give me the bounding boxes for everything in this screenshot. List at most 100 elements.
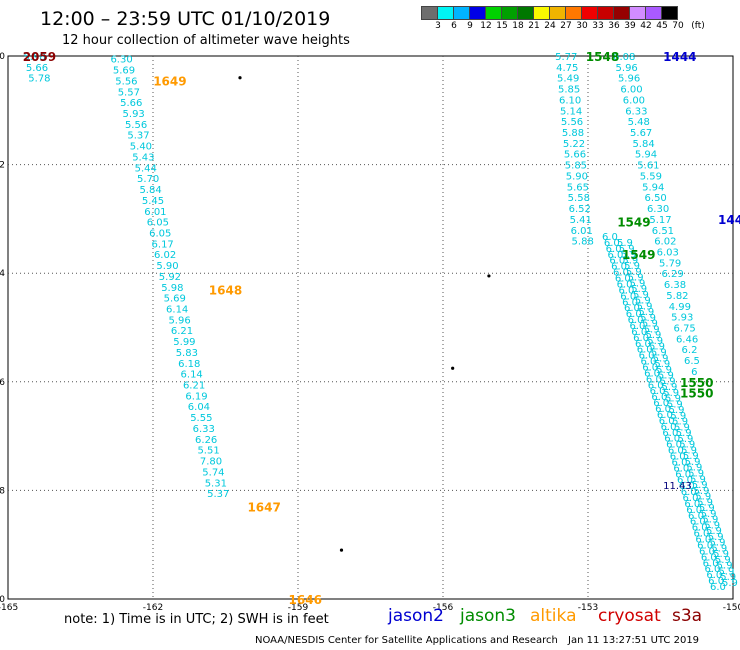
- dense-track-mark: 6.0: [618, 285, 634, 296]
- color-scale-label: 36: [608, 21, 620, 31]
- color-swatch: [661, 6, 678, 20]
- dense-track-mark: 5.9: [702, 515, 718, 526]
- dense-track-mark: 6.0: [607, 250, 623, 261]
- dense-track-mark: 6.0: [699, 546, 715, 557]
- y-tick-label: -4: [0, 269, 5, 279]
- dense-track-mark: 6.0: [677, 475, 693, 486]
- swh-value: 5.66: [26, 63, 48, 74]
- swh-value: 6.29: [661, 269, 683, 280]
- dense-track-mark: 6.0: [697, 540, 713, 551]
- swh-value: 4.75: [556, 63, 578, 74]
- pass-time-label: 1549: [617, 216, 650, 230]
- x-tick-label: -150: [723, 603, 740, 613]
- dense-track-mark: 6.0: [642, 363, 658, 374]
- dense-track-mark: 5.9: [711, 543, 727, 554]
- dense-track-mark: 6.0: [695, 535, 711, 546]
- dense-track-mark: 6.0: [604, 238, 620, 249]
- color-scale-label: 42: [640, 21, 652, 31]
- legend-altika: altika: [530, 606, 577, 626]
- color-scale-label: 15: [496, 21, 508, 31]
- dense-track-mark: 5.9: [672, 417, 688, 428]
- dense-track-mark: 6.0: [666, 440, 682, 451]
- dense-track-mark: 5.9: [669, 405, 685, 416]
- swh-value: 6.46: [676, 334, 698, 345]
- swh-value: 5.98: [23, 52, 45, 63]
- color-scale-label: 6: [451, 21, 457, 31]
- swh-value: 5.40: [130, 142, 152, 153]
- swh-value: 6.26: [195, 435, 217, 446]
- dense-track-mark: 5.9: [649, 342, 665, 353]
- dense-track-mark: 5.9: [692, 480, 708, 491]
- swh-value: 6: [691, 367, 697, 378]
- dense-track-mark: 6.0: [602, 232, 618, 243]
- swh-value: 5.79: [659, 258, 681, 269]
- dense-track-mark: 6.0: [662, 428, 678, 439]
- dense-track-mark: 6.0: [670, 451, 686, 462]
- swh-value: 5.37: [207, 489, 229, 500]
- pass-time-label: 2059: [23, 50, 56, 64]
- swh-value: 6.75: [674, 324, 696, 335]
- island-marker: [487, 274, 491, 278]
- dense-track-mark: 5.9: [676, 428, 692, 439]
- color-scale-label: 18: [512, 21, 524, 31]
- dense-track-mark: 5.9: [653, 353, 669, 364]
- swh-value: 5.66: [564, 150, 586, 161]
- dense-track-mark: 6.0: [686, 505, 702, 516]
- legend-s3a: s3a: [672, 606, 703, 626]
- pass-time-label: 1549: [622, 248, 655, 262]
- swh-value: 6.30: [110, 55, 132, 66]
- dense-track-mark: 6.0: [648, 380, 664, 391]
- dense-track-mark: 6.0: [657, 410, 673, 421]
- dense-track-mark: 5.9: [674, 422, 690, 433]
- swh-value: 5.41: [570, 215, 592, 226]
- swh-value: 6.02: [654, 237, 676, 248]
- dense-track-mark: 6.0: [606, 244, 622, 255]
- dense-track-mark: 6.0: [706, 570, 722, 581]
- color-scale-label: 24: [544, 21, 556, 31]
- dense-track-mark: 6.0: [646, 374, 662, 385]
- dense-track-mark: 6.0: [613, 268, 629, 279]
- dense-track-mark: 6.0: [637, 345, 653, 356]
- swh-value: 7.80: [200, 457, 222, 468]
- swh-value: 6.01: [571, 226, 593, 237]
- dense-track-mark: 5.9: [647, 336, 663, 347]
- swh-value: 6.14: [181, 370, 203, 381]
- swh-value: 6.08: [613, 52, 635, 63]
- dense-track-mark: 6.0: [694, 529, 710, 540]
- x-tick-label: -165: [0, 603, 18, 613]
- dense-track-mark: 5.9: [694, 486, 710, 497]
- credit-text: NOAA/NESDIS Center for Satellite Applica…: [255, 635, 558, 646]
- swh-value: 6.00: [620, 85, 642, 96]
- swh-value: 5.70: [137, 174, 159, 185]
- dense-track-mark: 5.9: [706, 526, 722, 537]
- swh-value: 5.85: [558, 85, 580, 96]
- pass-time-label: 1647: [247, 501, 280, 515]
- dense-track-mark: 5.9: [638, 307, 654, 318]
- map-title: 12:00 – 23:59 UTC 01/10/2019: [40, 8, 331, 30]
- swh-value: 5.96: [616, 63, 638, 74]
- dense-track-mark: 5.9: [710, 538, 726, 549]
- x-tick-label: -156: [433, 603, 454, 613]
- x-tick-label: -153: [578, 603, 598, 613]
- dense-track-mark: 6.0: [701, 552, 717, 563]
- swh-value: 5.90: [566, 171, 588, 182]
- dense-track-mark: 6.0: [681, 487, 697, 498]
- dense-track-mark: 5.9: [695, 492, 711, 503]
- dense-track-mark: 5.9: [633, 290, 649, 301]
- dense-track-mark: 5.9: [686, 463, 702, 474]
- swh-value: 5.56: [115, 76, 137, 87]
- dense-track-mark: 6.0: [633, 333, 649, 344]
- swh-value: 6.02: [154, 250, 176, 261]
- dense-track-mark: 5.9: [640, 313, 656, 324]
- dense-track-mark: 5.9: [645, 330, 661, 341]
- dense-track-mark: 6.0: [673, 463, 689, 474]
- swh-value: 5.66: [120, 98, 142, 109]
- dense-track-mark: 6.0: [690, 517, 706, 528]
- map-subtitle: 12 hour collection of altimeter wave hei…: [62, 33, 350, 48]
- swh-value: 5.51: [197, 446, 219, 457]
- pass-time-label: 1649: [153, 74, 186, 88]
- swh-value: 5.14: [560, 106, 582, 117]
- swh-value: 4.99: [669, 302, 691, 313]
- dense-track-mark: 5.9: [660, 376, 676, 387]
